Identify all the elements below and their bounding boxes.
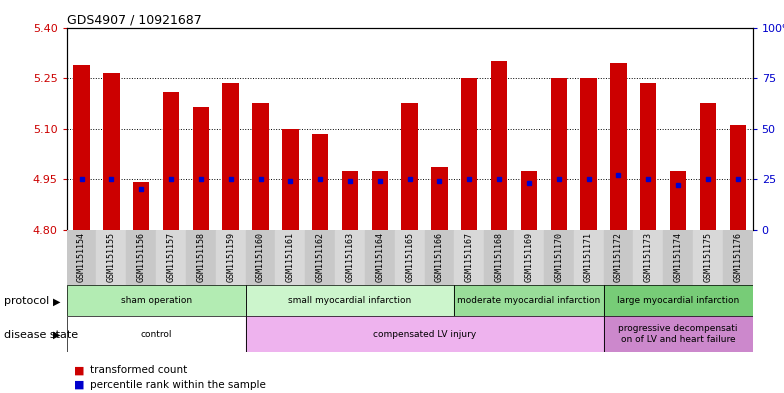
Bar: [67, 316, 245, 352]
Text: GSM1151154: GSM1151154: [77, 231, 86, 281]
Text: GSM1151168: GSM1151168: [495, 231, 503, 281]
Bar: [730, 125, 746, 230]
Text: GSM1151159: GSM1151159: [226, 231, 235, 281]
Text: GSM1151172: GSM1151172: [614, 231, 623, 281]
Bar: [74, 64, 89, 230]
Bar: [699, 103, 716, 230]
Bar: [514, 230, 544, 285]
Bar: [275, 230, 305, 285]
Bar: [604, 316, 753, 352]
Bar: [193, 107, 209, 230]
Bar: [485, 230, 514, 285]
Bar: [67, 285, 245, 316]
Bar: [693, 230, 723, 285]
Bar: [252, 103, 269, 230]
Bar: [163, 92, 180, 230]
Text: ▶: ▶: [53, 330, 60, 340]
Text: GSM1151171: GSM1151171: [584, 231, 593, 281]
Bar: [610, 63, 626, 230]
Text: GSM1151155: GSM1151155: [107, 231, 116, 281]
Text: GSM1151170: GSM1151170: [554, 231, 563, 281]
Bar: [372, 171, 388, 230]
Text: protocol: protocol: [4, 296, 49, 307]
Text: transformed count: transformed count: [90, 365, 187, 375]
Text: GSM1151164: GSM1151164: [376, 231, 384, 281]
Text: GSM1151163: GSM1151163: [346, 231, 354, 281]
Bar: [604, 230, 633, 285]
Text: GSM1151175: GSM1151175: [703, 231, 713, 281]
Bar: [245, 230, 275, 285]
Bar: [461, 78, 477, 230]
Text: GSM1151169: GSM1151169: [524, 231, 533, 281]
Bar: [216, 230, 245, 285]
Bar: [223, 83, 239, 230]
Bar: [604, 316, 753, 352]
Text: ■: ■: [74, 380, 85, 390]
Text: moderate myocardial infarction: moderate myocardial infarction: [457, 296, 601, 305]
Text: disease state: disease state: [4, 330, 78, 340]
Text: GSM1151174: GSM1151174: [673, 231, 683, 281]
Bar: [96, 230, 126, 285]
Bar: [401, 103, 418, 230]
Bar: [544, 230, 574, 285]
Text: compensated LV injury: compensated LV injury: [373, 330, 476, 338]
Bar: [103, 73, 120, 230]
Text: GDS4907 / 10921687: GDS4907 / 10921687: [67, 13, 201, 26]
Bar: [67, 230, 96, 285]
Bar: [245, 316, 604, 352]
Bar: [133, 182, 150, 230]
Text: sham operation: sham operation: [121, 296, 191, 305]
Bar: [580, 78, 597, 230]
Bar: [126, 230, 156, 285]
Text: GSM1151173: GSM1151173: [644, 231, 653, 281]
Bar: [365, 230, 394, 285]
Bar: [67, 316, 245, 352]
Bar: [305, 230, 335, 285]
Bar: [455, 285, 604, 316]
Bar: [521, 171, 537, 230]
Bar: [604, 285, 753, 316]
Text: control: control: [140, 330, 172, 338]
Text: percentile rank within the sample: percentile rank within the sample: [90, 380, 266, 390]
Bar: [455, 230, 485, 285]
Bar: [342, 171, 358, 230]
Text: GSM1151156: GSM1151156: [136, 231, 146, 281]
Bar: [550, 78, 567, 230]
Bar: [491, 61, 507, 230]
Bar: [312, 134, 328, 230]
Text: GSM1151162: GSM1151162: [316, 231, 325, 281]
Text: GSM1151167: GSM1151167: [465, 231, 474, 281]
Text: GSM1151157: GSM1151157: [166, 231, 176, 281]
Bar: [67, 285, 245, 316]
Text: progressive decompensati
on of LV and heart failure: progressive decompensati on of LV and he…: [619, 324, 738, 344]
Text: GSM1151166: GSM1151166: [435, 231, 444, 281]
Bar: [723, 230, 753, 285]
Text: ■: ■: [74, 365, 85, 375]
Bar: [394, 230, 425, 285]
Bar: [245, 316, 604, 352]
Bar: [245, 285, 455, 316]
Bar: [574, 230, 604, 285]
Bar: [282, 129, 299, 230]
Bar: [335, 230, 365, 285]
Bar: [156, 230, 186, 285]
Bar: [425, 230, 455, 285]
Bar: [633, 230, 663, 285]
Text: small myocardial infarction: small myocardial infarction: [289, 296, 412, 305]
Bar: [640, 83, 656, 230]
Text: GSM1151161: GSM1151161: [286, 231, 295, 281]
Text: GSM1151176: GSM1151176: [733, 231, 742, 281]
Text: GSM1151160: GSM1151160: [256, 231, 265, 281]
Bar: [245, 285, 455, 316]
Text: GSM1151165: GSM1151165: [405, 231, 414, 281]
Text: large myocardial infarction: large myocardial infarction: [617, 296, 739, 305]
Bar: [431, 167, 448, 230]
Bar: [604, 285, 753, 316]
Text: ▶: ▶: [53, 296, 60, 307]
Bar: [186, 230, 216, 285]
Text: GSM1151158: GSM1151158: [196, 231, 205, 281]
Bar: [670, 171, 686, 230]
Bar: [663, 230, 693, 285]
Bar: [455, 285, 604, 316]
